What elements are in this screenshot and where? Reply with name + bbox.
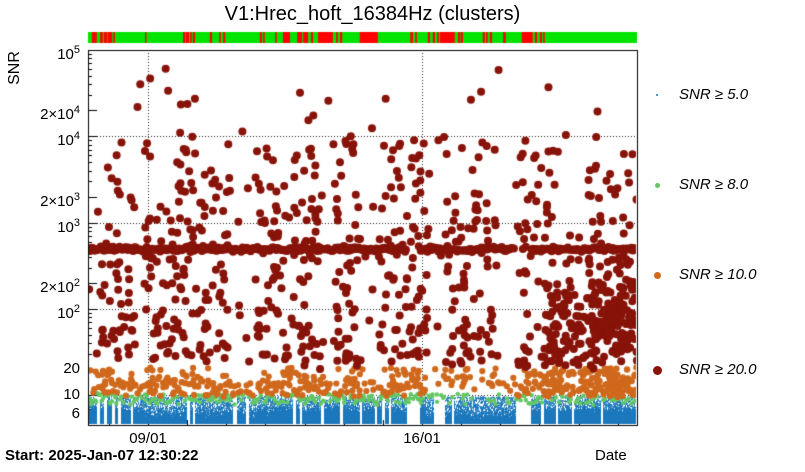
y-tick-label: 20 [63, 360, 80, 378]
legend-marker-icon [656, 94, 658, 96]
legend-label: SNR ≥ 5.0 [679, 86, 749, 103]
legend-marker-icon [654, 182, 660, 188]
legend-marker-icon [652, 365, 662, 375]
y-tick-label: 2×102 [40, 276, 80, 296]
y-axis-title: SNR [6, 51, 23, 85]
plot-title: V1:Hrec_hoft_16384Hz (clusters) [224, 3, 521, 25]
y-tick-label: 10 [63, 386, 80, 404]
y-tick-label: 105 [57, 44, 80, 63]
y-tick-label: 6 [71, 405, 80, 423]
legend-label: SNR ≥ 10.0 [679, 266, 757, 283]
legend-marker-icon [653, 271, 661, 279]
x-axis-title: Date [595, 447, 627, 464]
start-time-label: Start: 2025-Jan-07 12:30:22 [5, 447, 199, 464]
y-tick-label: 2×103 [40, 190, 80, 210]
legend-label: SNR ≥ 8.0 [679, 176, 749, 193]
y-tick-label: 104 [57, 130, 80, 150]
y-tick-label: 2×104 [40, 104, 80, 124]
legend-label: SNR ≥ 20.0 [679, 361, 757, 378]
x-tick-label: 09/01 [129, 430, 167, 447]
y-tick-label: 103 [57, 216, 80, 236]
y-tick-label: 102 [57, 302, 80, 322]
x-tick-label: 16/01 [403, 430, 441, 447]
